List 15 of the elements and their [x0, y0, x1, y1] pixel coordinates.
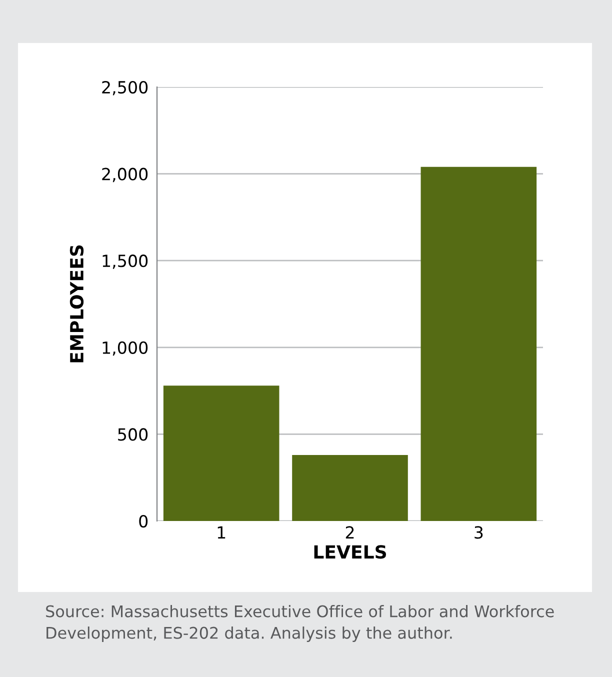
x-tick-label: 1: [218, 526, 226, 539]
y-tick-label: 2,500: [102, 80, 148, 96]
y-tick-label: 1,000: [102, 341, 148, 356]
bar: [292, 455, 408, 521]
bar: [163, 386, 280, 521]
x-tick-label: 3: [474, 526, 483, 539]
bar: [420, 166, 537, 521]
y-tick-label: 500: [118, 428, 148, 441]
source-note: Source: Massachusetts Executive Office of Labor and Workforce Development, ES-202 data. Analysis by the author.: [46, 605, 554, 642]
y-tick-label: 0: [139, 514, 148, 528]
x-tick-label: 2: [346, 526, 354, 539]
y-tick-label: 1,500: [102, 254, 148, 269]
y-tick-label: 2,000: [102, 168, 148, 182]
y-axis-title: EMPLOYEES: [70, 245, 84, 362]
x-axis-title: LEVELS: [314, 545, 386, 559]
